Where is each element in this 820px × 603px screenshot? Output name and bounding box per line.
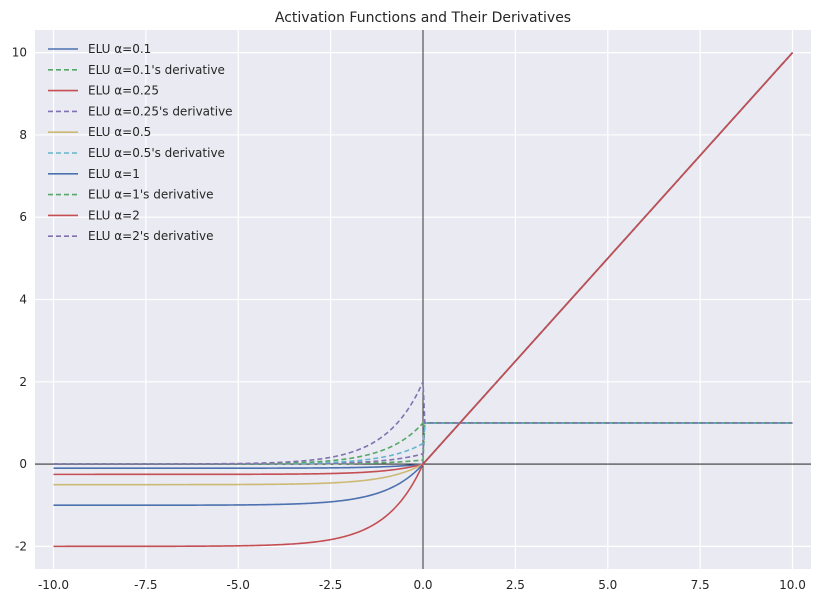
y-tick-label: 8 [19,128,27,142]
legend-label-5: ELU α=0.5's derivative [88,146,225,160]
x-tick-label: 0.0 [413,578,432,592]
x-tick-label: -5.0 [227,578,250,592]
series-line-9 [53,381,793,465]
chart-title: Activation Functions and Their Derivativ… [275,10,571,26]
x-axis-ticks: -10.0 -7.5 -5.0 -2.5 0.0 2.5 5.0 7.5 10.0 [38,578,806,592]
y-tick-label: -2 [15,539,27,553]
y-tick-label: 2 [19,375,27,389]
x-tick-label: 2.5 [506,578,525,592]
legend-label-3: ELU α=0.25's derivative [88,104,233,118]
legend-label-6: ELU α=1 [88,167,140,181]
legend-label-1: ELU α=0.1's derivative [88,63,225,77]
legend-label-9: ELU α=2's derivative [88,229,213,243]
series-layer [53,52,794,548]
legend-label-7: ELU α=1's derivative [88,188,213,202]
legend-label-8: ELU α=2 [88,208,140,222]
x-tick-label: 5.0 [598,578,617,592]
x-tick-label: -10.0 [38,578,69,592]
y-tick-label: 6 [19,210,27,224]
legend-label-2: ELU α=0.25 [88,84,159,98]
y-tick-label: 0 [19,457,27,471]
x-tick-label: 7.5 [691,578,710,592]
x-tick-label: -2.5 [319,578,342,592]
legend: ELU α=0.1 ELU α=0.1's derivative ELU α=0.2… [48,42,233,243]
x-tick-label: -7.5 [134,578,157,592]
y-tick-label: 10 [12,46,27,60]
series-line-8 [53,52,794,548]
y-axis-ticks: -2 0 2 4 6 8 10 [12,46,27,554]
y-tick-label: 4 [19,293,27,307]
legend-label-4: ELU α=0.5 [88,125,151,139]
legend-label-0: ELU α=0.1 [88,42,151,56]
x-tick-label: 10.0 [779,578,806,592]
